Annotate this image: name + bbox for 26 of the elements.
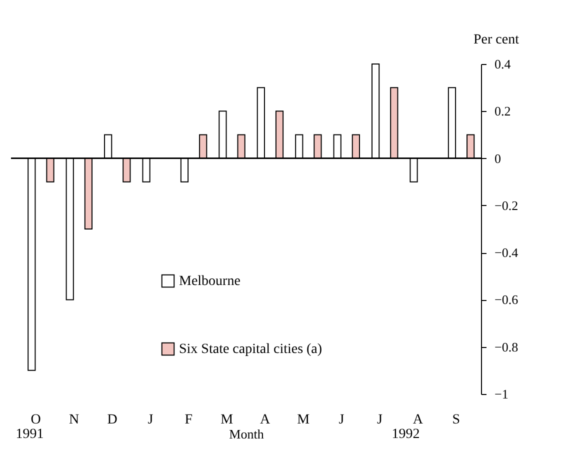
x-tick-label: A — [412, 412, 424, 428]
x-tick-label: D — [107, 412, 118, 428]
y-axis-title: Per cent — [474, 32, 520, 48]
x-tick-label: S — [452, 412, 460, 428]
x-tick-label: J — [377, 412, 384, 428]
y-tick-label: −0.2 — [494, 198, 518, 213]
y-tick-label: −1 — [494, 386, 508, 402]
x-tick-label: M — [297, 412, 310, 428]
legend-label: Melbourne — [179, 274, 240, 289]
x-tick-label: A — [260, 412, 272, 428]
y-tick-label: −0.4 — [494, 245, 519, 260]
x-tick-label: M — [220, 412, 234, 428]
x-tick-label: J — [338, 412, 345, 428]
y-tick-label: 0.2 — [494, 104, 511, 119]
y-tick-label: −0.8 — [494, 339, 518, 354]
y-tick-label: 0 — [494, 150, 501, 166]
x-tick-label: J — [148, 412, 154, 428]
legend-label: Six State capital cities (a) — [179, 342, 322, 357]
x-tick-label: F — [184, 412, 193, 428]
text: 1991 — [16, 427, 44, 442]
x-axis-title: Month — [229, 426, 264, 442]
y-tick-label: 0.4 — [494, 56, 512, 72]
y-tick-label: −0.6 — [494, 292, 519, 308]
text: 1992 — [392, 427, 420, 442]
x-tick-label: N — [68, 412, 80, 428]
x-tick-label: O — [30, 412, 41, 428]
